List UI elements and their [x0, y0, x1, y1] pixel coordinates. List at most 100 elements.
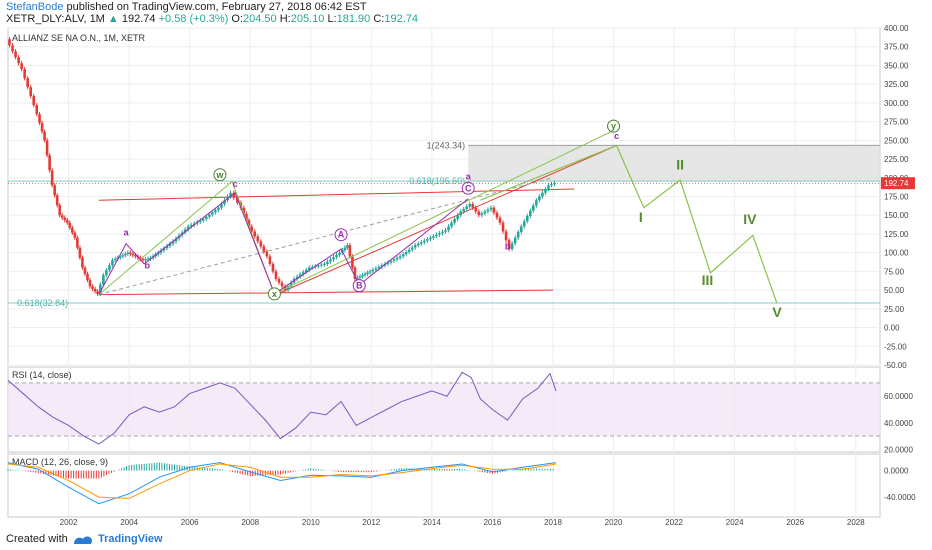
- candle-body: [63, 217, 67, 221]
- candle-body: [401, 254, 405, 257]
- candle-body: [242, 207, 246, 214]
- y-tick-label: 175.00: [884, 193, 909, 202]
- candle-body: [307, 267, 311, 270]
- wave-label: x: [272, 289, 277, 299]
- candle-body: [23, 69, 26, 79]
- high-value: 205.10: [290, 13, 325, 25]
- y-tick-label: 325.00: [884, 80, 909, 89]
- signal-line: [7, 463, 557, 499]
- fib-level-low-label: 0.618(32.84): [17, 298, 68, 308]
- candle-body: [71, 227, 74, 233]
- candle-body: [105, 270, 108, 276]
- macd-tick-label: 0.0000: [884, 467, 909, 476]
- candle-body: [223, 200, 226, 204]
- candle-body: [265, 251, 269, 257]
- wave-label: B: [356, 281, 363, 291]
- chart-canvas[interactable]: 2002 2004 2006 2008 2010 2012 2014 2016 2018 2020…: [0, 0, 932, 530]
- candle-body: [11, 45, 14, 52]
- x-tick-label: 2008: [241, 518, 259, 527]
- candle-body: [68, 222, 72, 228]
- candle-body: [14, 51, 17, 58]
- candle-body: [429, 237, 432, 240]
- wave-label-circle: [607, 119, 621, 133]
- rsi-tick-label: 60.0000: [884, 392, 913, 401]
- candle-body: [162, 248, 166, 251]
- wave-label-circle: [213, 168, 227, 182]
- candle-body: [426, 239, 429, 241]
- candle-body: [58, 205, 62, 216]
- y-tick-label: 400.00: [884, 24, 909, 33]
- candle-body: [447, 226, 450, 231]
- fib-box: [468, 145, 880, 182]
- candle-body: [450, 222, 453, 227]
- candle-body: [410, 247, 414, 250]
- x-tick-label: 2010: [302, 518, 320, 527]
- candle-body: [168, 243, 172, 246]
- x-tick-label: 2006: [181, 518, 199, 527]
- x-tick-label: 2004: [120, 518, 138, 527]
- tradingview-brand-link[interactable]: TradingView: [98, 533, 163, 545]
- ohlc-line: XETR_DLY:ALV, 1M ▲ 192.74 +0.58 (+0.3%) …: [6, 13, 418, 25]
- x-tick-label: 2026: [786, 518, 804, 527]
- candle-body: [395, 257, 399, 260]
- candle-body: [462, 208, 465, 212]
- candle-body: [320, 264, 323, 266]
- candle-body: [538, 196, 541, 201]
- candle-body: [217, 207, 220, 210]
- candle-body: [60, 215, 64, 218]
- x-tick-label: 2002: [60, 518, 78, 527]
- candle-body: [332, 257, 335, 260]
- wave-label: C: [465, 183, 472, 193]
- candle-body: [286, 286, 290, 291]
- candle-body: [532, 205, 535, 211]
- last-price-tag: [881, 177, 915, 190]
- candle-body: [214, 209, 217, 213]
- candle-body: [413, 245, 417, 248]
- candle-body: [522, 221, 526, 227]
- candle-body: [525, 215, 529, 222]
- candle-body: [501, 222, 505, 232]
- candle-body: [198, 220, 202, 222]
- candle-body: [259, 241, 263, 247]
- author-link[interactable]: StefanBode: [6, 1, 64, 13]
- candle-body: [547, 185, 550, 190]
- candle-body: [377, 266, 381, 269]
- candle-body: [40, 122, 44, 132]
- candle-body: [480, 213, 484, 216]
- candle-body: [358, 276, 362, 278]
- close-label: C:: [373, 13, 385, 25]
- candle-body: [471, 203, 475, 208]
- candle-body: [329, 259, 332, 262]
- wave-label-circle: [334, 228, 348, 242]
- candle-body: [17, 57, 20, 64]
- wave-label-circle: [267, 287, 281, 301]
- dashed-trend-line: [98, 177, 554, 296]
- y-tick-label: -50.00: [884, 361, 907, 370]
- wave-label-circle: [352, 279, 366, 293]
- wave-label: y: [611, 121, 616, 131]
- y-tick-label: 75.00: [884, 267, 905, 276]
- wave-label: II: [676, 157, 684, 173]
- candle-body: [131, 253, 135, 256]
- candle-body: [256, 236, 260, 242]
- x-tick-label: 2024: [726, 518, 744, 527]
- candle-body: [144, 259, 147, 261]
- candle-body: [544, 189, 547, 193]
- candle-body: [268, 256, 272, 264]
- y-tick-label: 25.00: [884, 305, 905, 314]
- candle-body: [189, 224, 193, 227]
- candle-body: [55, 195, 59, 206]
- candle-body: [126, 252, 130, 254]
- y-tick-label: 375.00: [884, 43, 909, 52]
- open-label: O:: [231, 13, 243, 25]
- publish-info: published on TradingView.com, February 2…: [63, 1, 367, 13]
- candle-body: [274, 271, 278, 279]
- candle-body: [498, 217, 502, 223]
- wave-projection-path: [480, 144, 778, 304]
- channel-upper-line: [98, 188, 575, 201]
- y-tick-label: 0.00: [884, 324, 900, 333]
- candle-body: [229, 192, 232, 197]
- candle-body: [356, 277, 359, 279]
- x-tick-label: 2018: [544, 518, 562, 527]
- candle-body: [465, 206, 469, 209]
